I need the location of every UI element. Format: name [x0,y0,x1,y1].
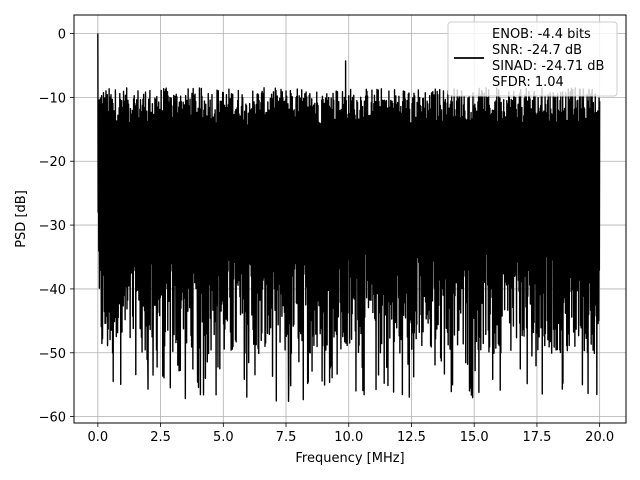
ticks: 0.0 2.5 5.0 7.5 10.0 12.5 15.0 17.5 20.0 0 −10 −20 −… [39,28,615,445]
legend-series-label: ENOB: -4.4 bits SNR: -24.7 dB SINAD: -24.7… [492,27,604,90]
y-tick-label: −50 [39,347,66,362]
y-tick-label: 0 [58,28,66,43]
legend-line: ENOB: -4.4 bits [492,27,591,42]
legend: ENOB: -4.4 bits SNR: -24.7 dB SINAD: -24.7… [447,21,618,97]
series-layer [97,33,601,402]
y-tick-label: −30 [39,219,66,234]
y-tick-label: −10 [39,91,66,106]
legend-line: SNR: -24.7 dB [492,43,582,58]
x-axis-label: Frequency [MHz] [295,451,404,466]
x-tick-label: 0.0 [87,430,108,445]
y-tick-label: −20 [39,155,66,170]
x-tick-label: 20.0 [585,430,614,445]
legend-box [447,21,618,97]
psd-series-line [97,33,601,402]
x-tick-label: 17.5 [522,430,551,445]
x-tick-label: 15.0 [460,430,489,445]
y-tick-label: −40 [39,283,66,298]
y-tick-label: −60 [39,411,66,426]
y-axis-label: PSD [dB] [14,190,29,248]
x-tick-label: 12.5 [397,430,426,445]
legend-line: SFDR: 1.04 [492,75,564,90]
x-tick-label: 5.0 [213,430,234,445]
x-tick-label: 7.5 [276,430,297,445]
legend-line: SINAD: -24.71 dB [492,59,604,74]
x-tick-label: 10.0 [334,430,363,445]
plot-frame [73,14,627,424]
x-tick-label: 2.5 [150,430,171,445]
